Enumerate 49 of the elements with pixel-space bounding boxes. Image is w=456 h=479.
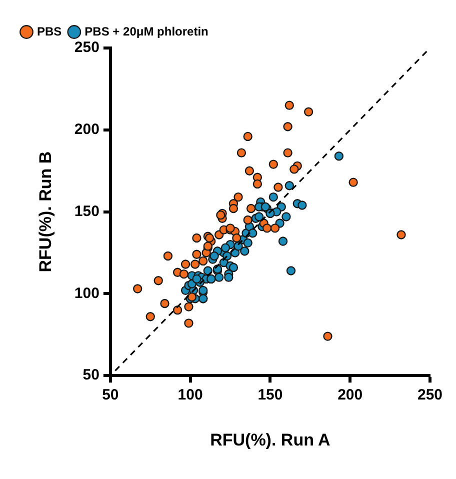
point — [323, 332, 332, 341]
point — [348, 178, 358, 187]
point — [160, 298, 170, 308]
x-tick-label: 150 — [258, 386, 283, 404]
y-tick-label: 50 — [82, 366, 100, 384]
point — [283, 148, 292, 158]
point — [163, 251, 173, 261]
point — [179, 269, 189, 279]
point — [228, 204, 238, 214]
point — [244, 166, 254, 176]
point — [184, 318, 194, 328]
x-tick-label: 250 — [417, 386, 443, 404]
point — [304, 107, 314, 116]
legend-label: PBS — [37, 24, 62, 38]
x-axis-title: RFU(%). Run A — [210, 430, 330, 450]
point — [154, 276, 163, 286]
point — [274, 182, 283, 192]
point — [146, 312, 155, 322]
y-tick-label: 150 — [74, 202, 100, 220]
point — [198, 256, 208, 266]
point — [246, 204, 256, 214]
point — [236, 148, 246, 158]
x-tick-label: 50 — [102, 386, 119, 404]
point — [192, 250, 202, 259]
point — [190, 260, 200, 269]
point — [252, 179, 262, 189]
x-tick-label: 100 — [178, 386, 203, 404]
point — [232, 233, 242, 243]
point — [262, 224, 272, 233]
point — [284, 100, 294, 110]
point — [268, 160, 278, 169]
point — [192, 233, 202, 243]
point — [243, 215, 252, 225]
y-tick-label: 200 — [74, 121, 100, 138]
y-tick-label: 250 — [74, 39, 100, 56]
point — [243, 132, 252, 142]
legend-label: PBS + 20μM phloretin — [84, 24, 208, 38]
point — [396, 230, 406, 240]
x-tick-label: 200 — [338, 386, 363, 404]
point — [283, 122, 292, 132]
point — [172, 305, 182, 315]
point — [184, 302, 194, 312]
point — [270, 224, 280, 233]
y-tick-label: 100 — [74, 284, 100, 302]
point — [290, 164, 299, 174]
point — [234, 192, 243, 202]
y-axis-title: RFU(%). Run B — [36, 151, 55, 272]
point — [132, 284, 142, 294]
point — [180, 260, 190, 269]
